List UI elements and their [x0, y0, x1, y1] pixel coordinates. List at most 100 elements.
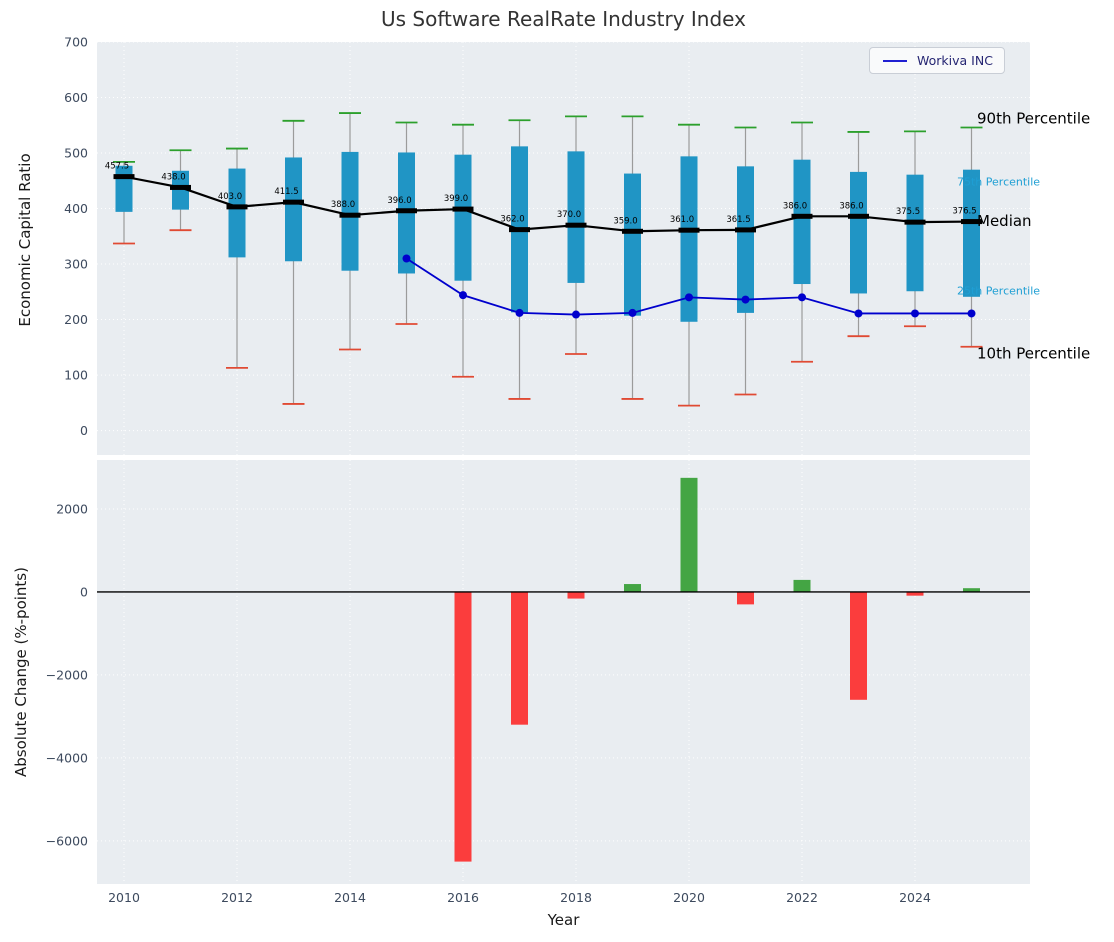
median-value-label: 388.0: [331, 200, 355, 210]
y-axis-label-top: Economic Capital Ratio: [16, 153, 34, 327]
iqr-box: [172, 170, 189, 210]
x-tick-label: 2024: [899, 890, 931, 905]
median-marker: [226, 204, 248, 210]
median-marker: [735, 227, 756, 233]
company-marker: [685, 293, 693, 302]
iqr-box: [285, 157, 302, 262]
company-marker: [911, 309, 919, 318]
iqr-box: [737, 166, 754, 313]
median-value-label: 457.5: [105, 162, 129, 172]
company-marker: [628, 308, 637, 317]
iqr-box: [228, 168, 246, 258]
legend-line-sample: [883, 59, 907, 62]
median-value-label: 375.5: [896, 207, 920, 217]
legend-label: Workiva INC: [917, 53, 993, 68]
company-marker: [854, 309, 863, 318]
percentile-annotation: 75th Percentile: [957, 176, 1040, 189]
median-marker: [791, 213, 813, 219]
y-tick-label: 0: [80, 423, 88, 438]
iqr-box: [680, 156, 698, 322]
iqr-box: [341, 151, 359, 271]
median-value-label: 386.0: [839, 201, 863, 211]
median-value-label: 376.5: [952, 207, 976, 217]
x-tick-label: 2012: [221, 890, 253, 905]
iqr-box: [963, 169, 980, 297]
median-value-label: 370.0: [557, 210, 581, 220]
median-value-label: 361.0: [670, 215, 694, 225]
change-bar: [567, 591, 585, 599]
company-marker: [967, 309, 976, 318]
x-tick-label: 2020: [673, 890, 705, 905]
median-value-label: 399.0: [444, 194, 468, 204]
legend: Workiva INC: [869, 47, 1005, 74]
y-tick-label: 400: [64, 201, 88, 216]
percentile-annotation: 25th Percentile: [957, 285, 1040, 298]
y-tick-label: 500: [64, 146, 88, 161]
median-value-label: 403.0: [218, 192, 242, 202]
change-bar: [793, 579, 811, 592]
y-tick-label: 100: [64, 368, 88, 383]
company-marker: [515, 308, 524, 317]
y-tick-label: 0: [80, 584, 88, 599]
median-marker: [396, 208, 417, 214]
percentile-annotation: Median: [977, 212, 1032, 230]
change-bar: [850, 591, 867, 700]
median-marker: [283, 199, 304, 205]
median-marker: [904, 219, 926, 225]
median-marker: [113, 174, 135, 180]
iqr-box: [624, 173, 641, 316]
change-bar: [511, 591, 528, 725]
y-tick-label: 300: [64, 257, 88, 272]
median-marker: [452, 206, 474, 212]
change-bar: [680, 477, 698, 592]
x-tick-label: 2016: [447, 890, 479, 905]
y-tick-label: 2000: [56, 501, 88, 516]
x-axis-label: Year: [547, 911, 580, 929]
median-marker: [622, 228, 643, 234]
bottom-panel-background: [97, 460, 1030, 884]
median-marker: [565, 222, 587, 228]
top-panel-background: [97, 42, 1030, 455]
x-tick-label: 2010: [108, 890, 140, 905]
company-marker: [741, 295, 750, 304]
iqr-box: [454, 154, 472, 281]
company-marker: [798, 293, 806, 302]
median-value-label: 438.0: [161, 172, 185, 182]
median-value-label: 386.0: [783, 201, 807, 211]
median-value-label: 396.0: [387, 196, 411, 206]
iqr-box: [850, 171, 867, 294]
percentile-annotation: 90th Percentile: [977, 109, 1090, 127]
y-tick-label: −4000: [46, 750, 88, 765]
median-value-label: 361.5: [726, 215, 750, 225]
x-tick-label: 2014: [334, 890, 366, 905]
median-marker: [509, 227, 530, 233]
x-tick-label: 2022: [786, 890, 818, 905]
company-marker: [459, 291, 467, 300]
iqr-box: [115, 165, 133, 212]
median-marker: [961, 219, 982, 225]
change-bar: [963, 588, 980, 592]
y-tick-label: 200: [64, 312, 88, 327]
iqr-box: [567, 151, 585, 283]
median-marker: [848, 213, 869, 219]
y-tick-label: −6000: [46, 833, 88, 848]
median-value-label: 411.5: [274, 187, 298, 197]
company-marker: [572, 310, 580, 319]
y-tick-label: 700: [64, 35, 88, 50]
median-value-label: 359.0: [613, 216, 637, 226]
iqr-box: [793, 159, 811, 285]
median-marker: [678, 227, 700, 233]
change-bar: [624, 584, 641, 592]
change-bar: [737, 591, 754, 605]
change-bar: [454, 591, 472, 862]
percentile-annotation: 10th Percentile: [977, 345, 1090, 363]
y-axis-label-bottom: Absolute Change (%-points): [12, 567, 30, 777]
median-marker: [170, 184, 191, 190]
median-value-label: 362.0: [500, 215, 524, 225]
change-bar: [906, 591, 924, 596]
median-marker: [339, 212, 361, 218]
x-tick-label: 2018: [560, 890, 592, 905]
y-tick-label: 600: [64, 90, 88, 105]
